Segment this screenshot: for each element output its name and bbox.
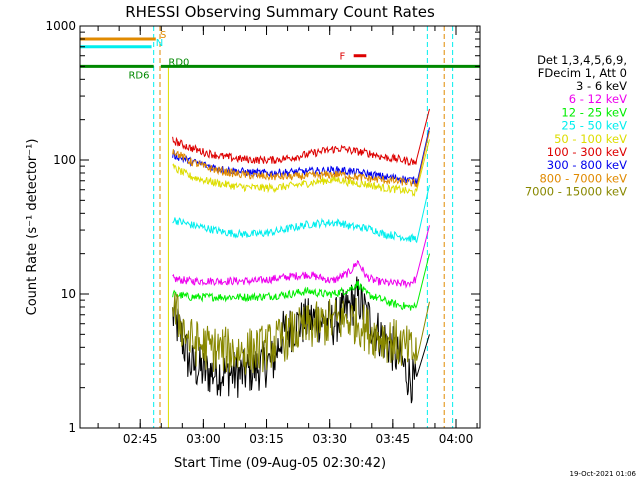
series-line-7 [172,127,430,185]
series-line-8 [172,130,430,188]
y-tick-label-0: 1 [68,421,76,435]
y-tick-label-3: 1000 [45,19,76,33]
y-tick-label-1: 10 [61,287,76,301]
x-axis-label: Start Time (09-Aug-05 02:30:42) [174,456,386,471]
y-axis-label: Count Rate (s⁻¹ detector⁻¹) [25,139,40,316]
series-line-9 [172,292,430,375]
series-line-4 [172,184,430,244]
x-tick-label-4: 03:45 [376,432,411,446]
legend-entry-8: 800 - 7000 keV [539,171,627,185]
timestamp: 19-Oct-2021 01:06 [570,470,637,478]
x-tick-label-5: 04:00 [439,432,474,446]
legend-entry-9: 7000 - 15000 keV [525,185,627,199]
x-tick-label-3: 03:30 [312,432,347,446]
series-line-5 [172,139,430,197]
series-line-2 [172,225,430,289]
state-label-0: S [160,30,166,41]
chart-title: RHESSI Observing Summary Count Rates [125,3,435,21]
plot-frame [79,25,481,429]
series-line-3 [172,253,430,311]
x-tick-label-0: 02:45 [123,432,158,446]
legend-header-0: Det 1,3,4,5,6,9, [537,53,627,67]
state-label-4: F [339,52,345,63]
legend-entry-5: 50 - 100 keV [554,132,627,146]
legend-entry-4: 25 - 50 keV [561,119,627,133]
legend-entry-2: 6 - 12 keV [569,92,627,106]
series-line-6 [172,108,430,167]
state-label-1: N [156,38,163,49]
y-tick-label-2: 100 [53,153,76,167]
legend-entry-3: 12 - 25 keV [561,105,627,119]
state-label-3: RD0 [168,57,189,68]
state-label-2: RD6 [128,70,149,81]
x-tick-label-2: 03:15 [249,432,284,446]
legend-header-1: FDecim 1, Att 0 [538,66,627,80]
legend-entry-1: 3 - 6 keV [576,79,627,93]
legend-entry-6: 100 - 300 keV [547,145,627,159]
x-tick-label-1: 03:00 [186,432,221,446]
legend-entry-7: 300 - 800 keV [547,158,627,172]
